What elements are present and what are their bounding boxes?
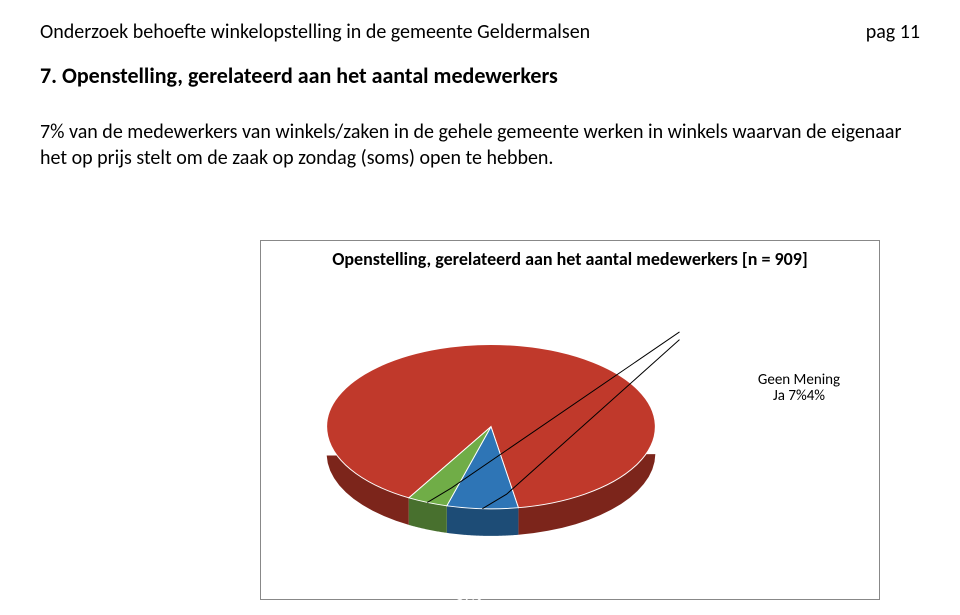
- pie-side: [447, 506, 519, 536]
- slice-label-nee: Nee 89%: [456, 571, 482, 604]
- slice-label-nee-name: Nee: [456, 571, 482, 588]
- slice-label-nee-pct: 89%: [456, 588, 482, 605]
- section-body: 7% van de medewerkers van winkels/zaken …: [40, 119, 920, 171]
- page-number: pag 11: [866, 20, 920, 44]
- chart-area: Nee 89% Geen Mening Ja 7%4%: [261, 301, 879, 591]
- section-title: 7. Openstelling, gerelateerd aan het aan…: [40, 62, 920, 89]
- legend-pct-row: Ja 7%4%: [729, 387, 869, 405]
- legend-ja-pct: 7%: [788, 387, 806, 405]
- pie-chart-svg: [291, 301, 691, 591]
- chart-title: Openstelling, gerelateerd aan het aantal…: [261, 241, 879, 271]
- document-title: Onderzoek behoefte winkelopstelling in d…: [40, 20, 590, 44]
- chart-legend: Geen Mening Ja 7%4%: [699, 371, 869, 405]
- page-header: Onderzoek behoefte winkelopstelling in d…: [40, 20, 920, 44]
- legend-geenmening-pct: 4%: [807, 387, 825, 405]
- legend-ja-label: Ja: [773, 387, 785, 405]
- chart-frame: Openstelling, gerelateerd aan het aantal…: [260, 240, 880, 600]
- page-container: Onderzoek behoefte winkelopstelling in d…: [0, 0, 960, 615]
